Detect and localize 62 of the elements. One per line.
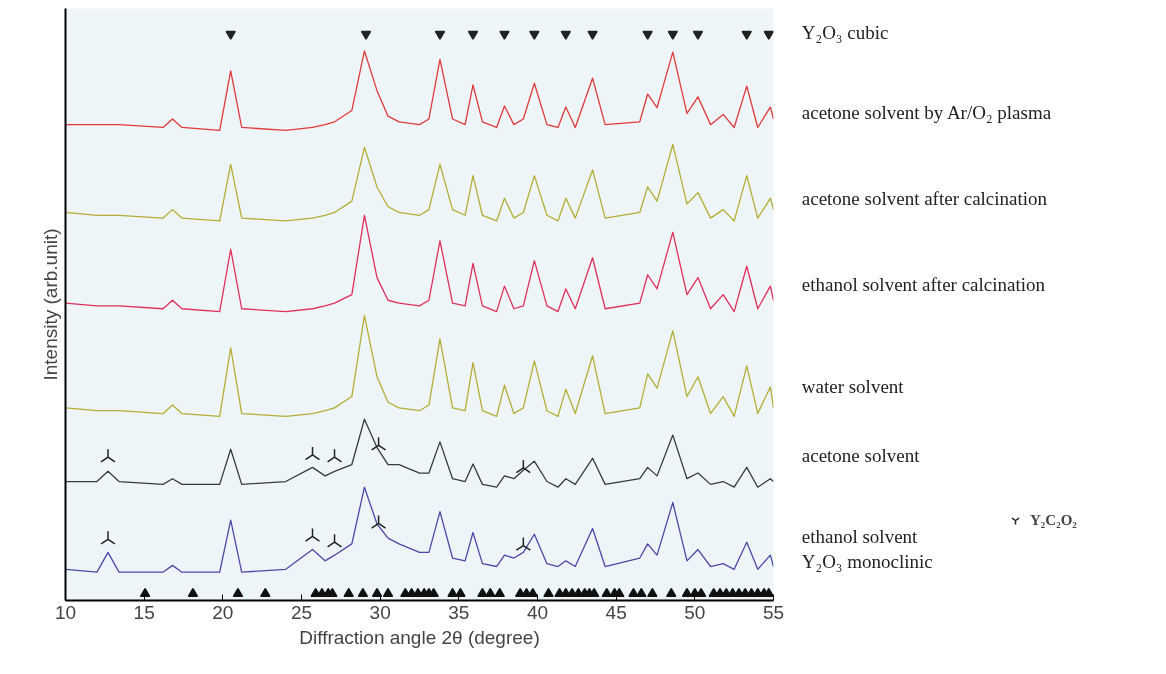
point bbox=[382, 587, 394, 598]
point bbox=[485, 587, 496, 598]
point bbox=[647, 587, 658, 598]
point bbox=[763, 30, 774, 40]
point bbox=[434, 30, 446, 40]
series-label: acetone solvent by Ar/O₂ plasma bbox=[801, 102, 1052, 124]
point bbox=[370, 514, 387, 529]
point bbox=[360, 30, 372, 40]
point bbox=[628, 587, 639, 598]
x-tick-label: 40 bbox=[526, 601, 549, 623]
series-label: ethanol solvent bbox=[801, 525, 919, 547]
point bbox=[515, 536, 532, 551]
point bbox=[529, 30, 540, 40]
point bbox=[304, 527, 321, 542]
series-label: Y₂O₃ cubic bbox=[801, 22, 889, 44]
x-tick-label: 45 bbox=[605, 601, 627, 623]
y-axis-title: Intensity (arb.unit) bbox=[39, 228, 61, 381]
point bbox=[601, 587, 612, 598]
x-tick-label: 50 bbox=[684, 601, 706, 623]
point bbox=[370, 436, 387, 451]
point bbox=[225, 30, 236, 40]
point bbox=[455, 587, 466, 598]
point bbox=[543, 587, 554, 598]
point bbox=[587, 30, 598, 40]
point bbox=[667, 30, 679, 40]
point bbox=[326, 448, 343, 463]
point bbox=[447, 587, 458, 598]
series-label: ethanol solvent after calcination bbox=[801, 273, 1046, 295]
point bbox=[260, 587, 271, 598]
series-label: acetone solvent after calcination bbox=[801, 188, 1048, 210]
point bbox=[139, 587, 151, 598]
point bbox=[100, 448, 116, 463]
point bbox=[642, 30, 653, 40]
point bbox=[357, 587, 369, 598]
point bbox=[636, 587, 647, 598]
point bbox=[499, 30, 510, 40]
point bbox=[371, 587, 383, 598]
x-tick-label: 15 bbox=[133, 601, 155, 623]
point bbox=[304, 446, 321, 461]
point bbox=[187, 587, 199, 598]
point bbox=[232, 587, 244, 598]
point bbox=[326, 533, 343, 548]
point bbox=[692, 30, 704, 40]
x-tick-label: 35 bbox=[448, 601, 470, 623]
point bbox=[560, 30, 572, 40]
point bbox=[741, 30, 752, 40]
point bbox=[494, 587, 505, 598]
point bbox=[467, 30, 479, 40]
point bbox=[515, 459, 532, 474]
series-label: Y₂O₃ monoclinic bbox=[801, 551, 933, 573]
series-label: water solvent bbox=[801, 375, 905, 397]
point bbox=[665, 587, 677, 598]
point bbox=[100, 530, 116, 545]
legend-label: Y₂C₂O₂ bbox=[1030, 511, 1077, 529]
x-tick-label: 20 bbox=[212, 601, 234, 623]
x-tick-label: 55 bbox=[762, 601, 785, 623]
series-label: acetone solvent bbox=[801, 445, 921, 467]
x-tick-label: 10 bbox=[54, 601, 77, 623]
x-tick-label: 25 bbox=[290, 601, 313, 623]
x-axis-title: Diffraction angle 2θ (degree) bbox=[299, 626, 540, 648]
point bbox=[343, 587, 354, 598]
x-tick-label: 30 bbox=[369, 601, 391, 623]
